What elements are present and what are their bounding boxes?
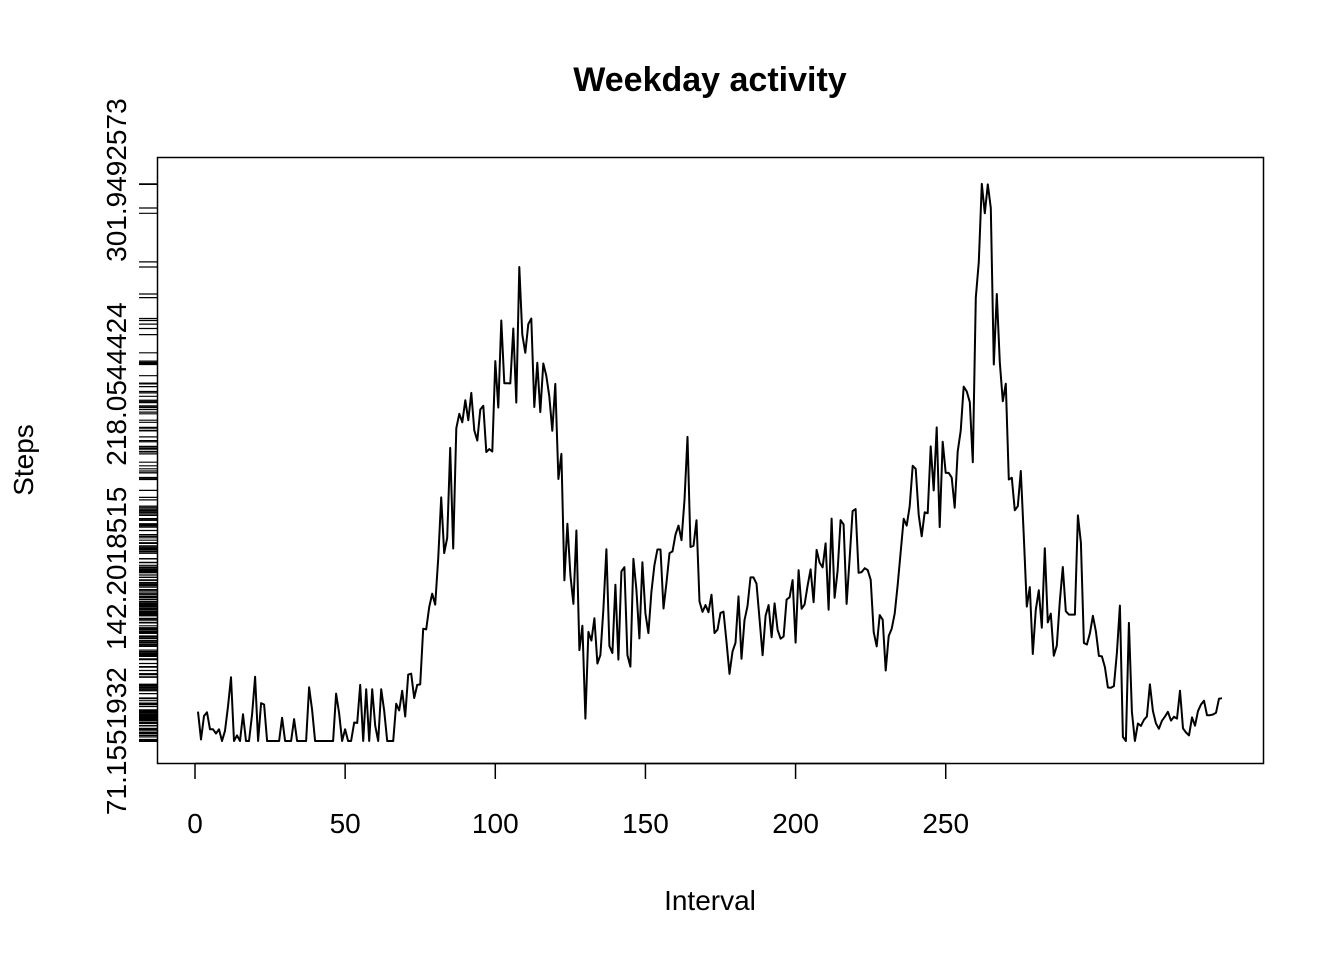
y-tick-label: 71.1551932	[101, 667, 132, 815]
plot-frame	[156, 156, 1265, 765]
x-tick-label: 100	[472, 808, 519, 839]
y-rug	[139, 183, 157, 742]
x-tick-label: 0	[187, 808, 203, 839]
x-tick-label: 250	[922, 808, 969, 839]
series-line	[197, 182, 1223, 742]
x-axis: 0 50 100 150 200 250	[187, 762, 969, 839]
x-tick-label: 50	[330, 808, 361, 839]
x-axis-label: Interval	[664, 885, 756, 916]
x-tick-label: 200	[772, 808, 819, 839]
y-tick-label: 142.2018515	[101, 487, 132, 651]
chart-title: Weekday activity	[573, 61, 847, 99]
x-tick-label: 150	[622, 808, 669, 839]
y-axis-label: Steps	[8, 424, 39, 496]
y-tick-label: 301.9492573	[101, 98, 132, 262]
y-tick-label: 218.0544424	[101, 302, 132, 466]
y-axis: 71.1551932 142.2018515 218.0544424 301.9492…	[101, 98, 132, 815]
